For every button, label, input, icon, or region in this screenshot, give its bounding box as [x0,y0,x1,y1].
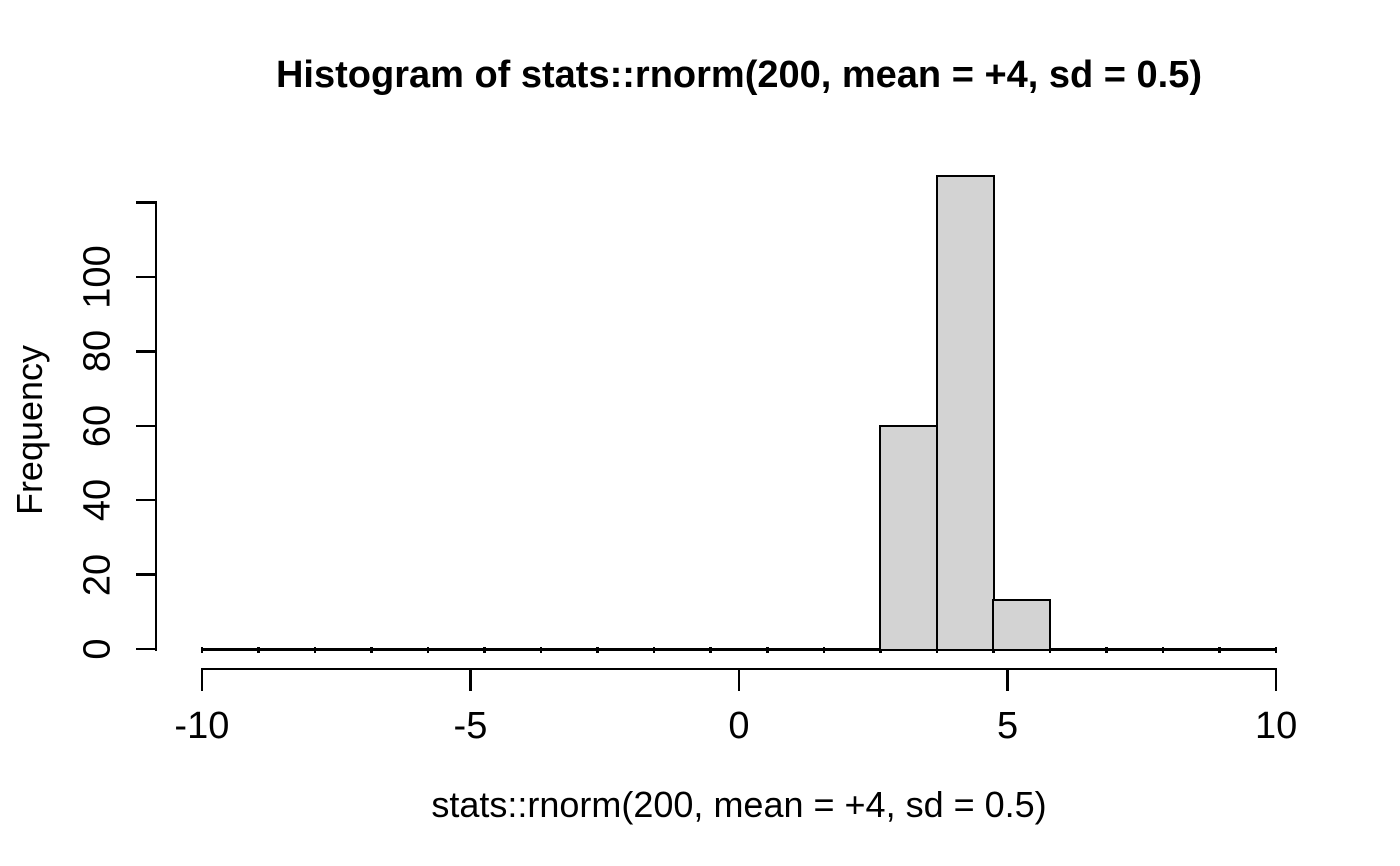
y-axis-tick [136,498,157,502]
histogram-bar [879,424,939,651]
y-axis-tick-label: 80 [76,330,119,373]
bin-edge-notch [539,646,543,653]
bin-edge-notch [1274,646,1278,653]
bin-edge-notch [426,646,430,653]
bin-edge-notch [766,646,769,653]
y-axis-tick [136,424,157,428]
plot-title: Histogram of stats::rnorm(200, mean = +4… [275,54,1203,96]
bin-edge-notch [370,646,373,653]
bin-edge-notch [709,646,712,653]
y-axis-title: Frequency [9,344,50,516]
bin-edge-notch [1218,646,1221,653]
y-axis-top-tick [136,201,157,204]
y-axis-tick [136,350,157,353]
x-axis-tick [737,669,741,691]
histogram-bar [935,175,995,651]
bin-edge-notch [822,646,826,653]
y-axis-tick [136,647,157,651]
y-axis-tick [136,275,157,279]
x-axis-tick-label: 10 [1254,705,1298,747]
y-axis-tick-label: 40 [76,479,119,522]
x-axis-tick [200,669,204,691]
x-axis-tick-label: -5 [453,705,488,747]
bin-edge-notch [1161,646,1165,653]
bin-edge-notch [257,646,260,653]
bin-edge-notch [200,646,204,653]
y-axis-tick-label: 20 [76,553,119,596]
zero-count-baseline [200,648,1278,651]
y-axis-tick-label: 0 [76,638,119,660]
y-axis-tick-label: 100 [76,245,119,309]
bin-edge-notch [483,646,486,653]
x-axis-tick [469,669,472,691]
x-axis-tick [1006,669,1009,691]
y-axis-tick [136,573,157,576]
bin-edge-notch [596,646,599,653]
bin-edge-notch [313,646,317,653]
bin-edge-notch [652,646,656,653]
x-axis-tick-label: 0 [728,705,750,747]
bin-edge-notch [1105,646,1108,653]
x-axis-tick [1274,669,1278,691]
y-axis-tick-label: 60 [76,404,119,447]
x-axis-tick-label: -10 [174,705,230,747]
x-axis-tick-label: 5 [996,705,1019,747]
x-axis-title: stats::rnorm(200, mean = +4, sd = 0.5) [431,784,1047,825]
histogram-bar [992,599,1052,651]
